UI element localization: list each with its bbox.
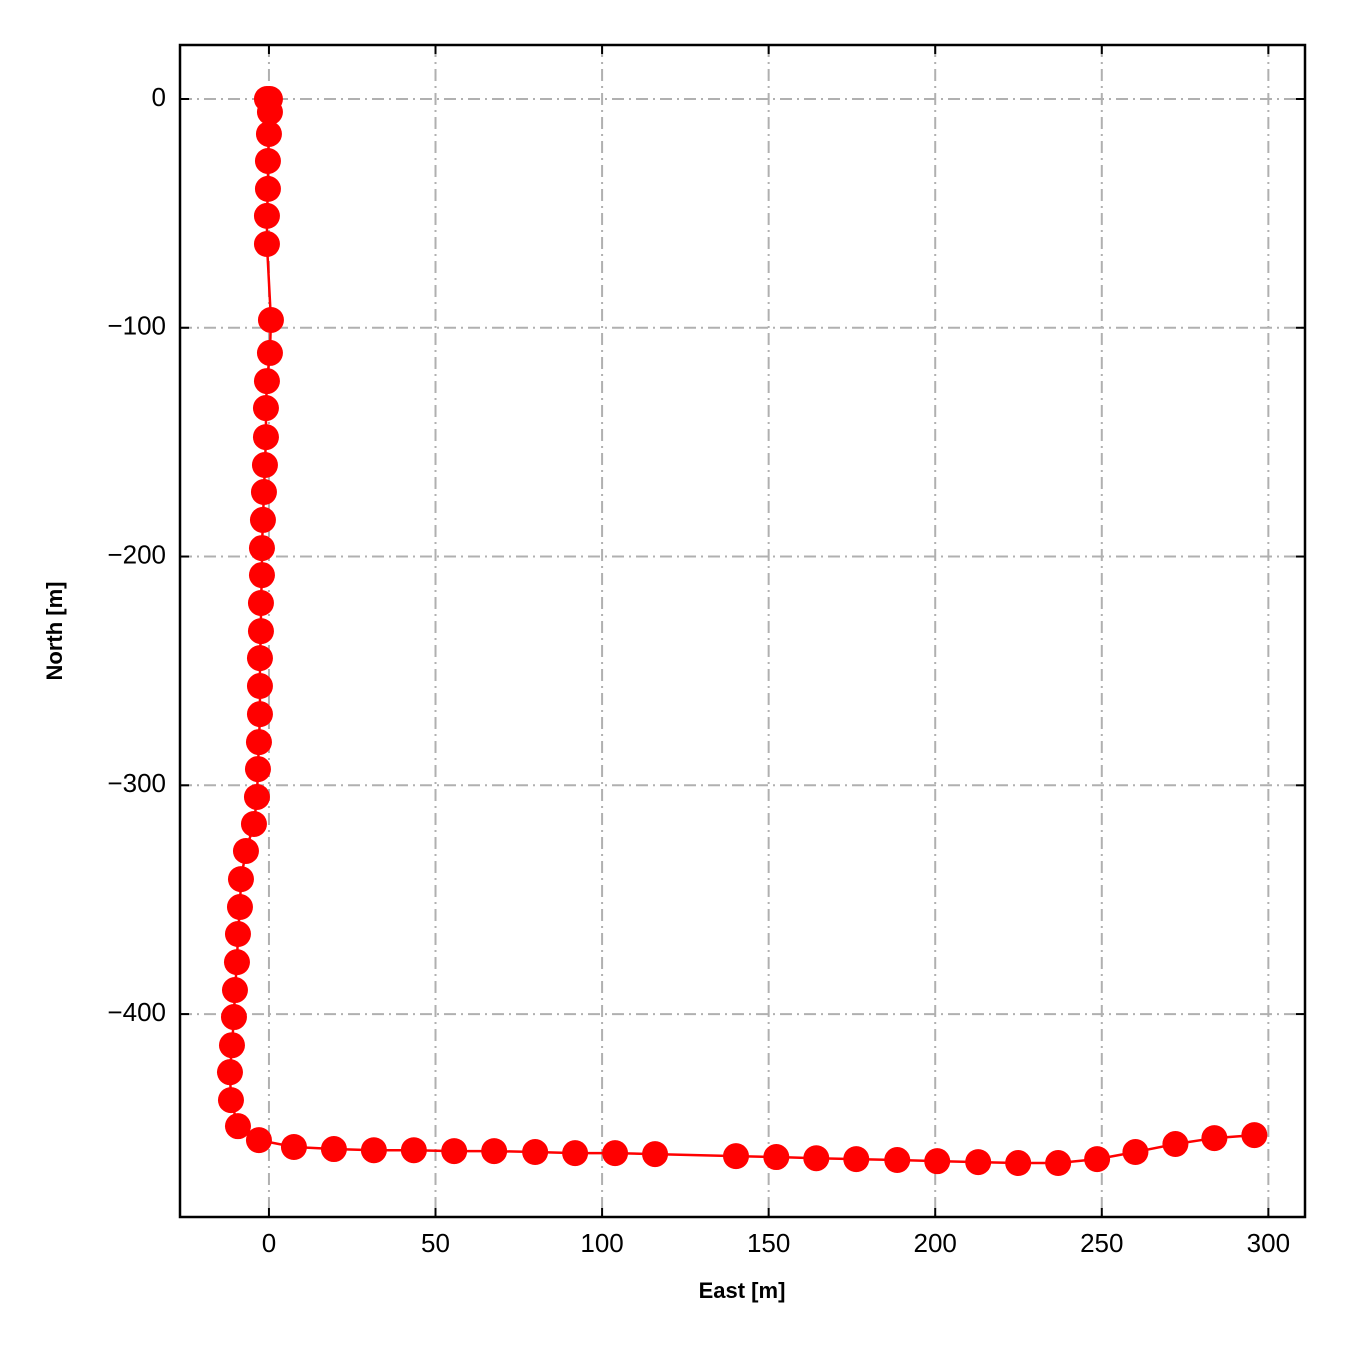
- point: [253, 368, 280, 395]
- point: [232, 837, 259, 864]
- point: [252, 424, 279, 451]
- point: [248, 562, 275, 589]
- point: [441, 1138, 468, 1165]
- point: [1005, 1150, 1032, 1177]
- y-tick-label: −200: [107, 539, 166, 569]
- point: [254, 147, 281, 174]
- point: [251, 452, 278, 479]
- point: [256, 99, 283, 126]
- point: [224, 1113, 251, 1140]
- point: [280, 1133, 307, 1160]
- x-tick-label: 100: [580, 1228, 623, 1258]
- point: [248, 535, 275, 562]
- point: [250, 479, 277, 506]
- point: [924, 1148, 951, 1175]
- point: [249, 506, 276, 533]
- point: [246, 645, 273, 672]
- point: [965, 1149, 992, 1176]
- x-tick-label: 300: [1247, 1228, 1290, 1258]
- point: [360, 1137, 387, 1164]
- point: [1045, 1150, 1072, 1177]
- point: [244, 756, 271, 783]
- point: [246, 673, 273, 700]
- point: [226, 894, 253, 921]
- y-tick-label: −400: [107, 997, 166, 1027]
- point: [1162, 1131, 1189, 1158]
- point: [1122, 1139, 1149, 1166]
- point: [247, 589, 274, 616]
- point: [723, 1143, 750, 1170]
- point: [216, 1059, 243, 1086]
- point: [522, 1139, 549, 1166]
- point: [220, 1004, 247, 1031]
- point: [257, 306, 284, 333]
- point: [246, 701, 273, 728]
- y-tick-label: −100: [107, 311, 166, 341]
- y-tick-label: −300: [107, 768, 166, 798]
- point: [884, 1147, 911, 1174]
- x-tick-label: 200: [914, 1228, 957, 1258]
- plot-frame: [178, 43, 1307, 1219]
- x-tick-label: 150: [747, 1228, 790, 1258]
- point: [240, 810, 267, 837]
- point: [843, 1146, 870, 1173]
- point: [602, 1140, 629, 1167]
- point: [221, 977, 248, 1004]
- point: [562, 1140, 589, 1167]
- point: [227, 866, 254, 893]
- point: [803, 1145, 830, 1172]
- point: [224, 921, 251, 948]
- point: [1201, 1125, 1228, 1152]
- point: [481, 1138, 508, 1165]
- point: [1084, 1146, 1111, 1173]
- y-tick-label: 0: [152, 82, 166, 112]
- point: [217, 1087, 244, 1114]
- point: [243, 783, 270, 810]
- x-tick-label: 50: [421, 1228, 450, 1258]
- point: [763, 1144, 790, 1171]
- point: [253, 231, 280, 258]
- point: [320, 1136, 347, 1163]
- point: [247, 618, 274, 645]
- point: [245, 1127, 272, 1154]
- x-tick-label: 0: [262, 1228, 276, 1258]
- point: [400, 1137, 427, 1164]
- point: [252, 395, 279, 422]
- point: [256, 339, 283, 366]
- point: [253, 202, 280, 229]
- y-axis-label: North [m]: [42, 582, 67, 681]
- point: [254, 175, 281, 202]
- x-tick-label: 250: [1080, 1228, 1123, 1258]
- trajectory-line: [228, 97, 1255, 1165]
- x-axis-label: East [m]: [699, 1278, 786, 1303]
- point: [245, 729, 272, 756]
- point: [218, 1032, 245, 1059]
- point: [1241, 1122, 1268, 1149]
- point: [255, 120, 282, 147]
- point: [642, 1141, 669, 1168]
- point: [223, 949, 250, 976]
